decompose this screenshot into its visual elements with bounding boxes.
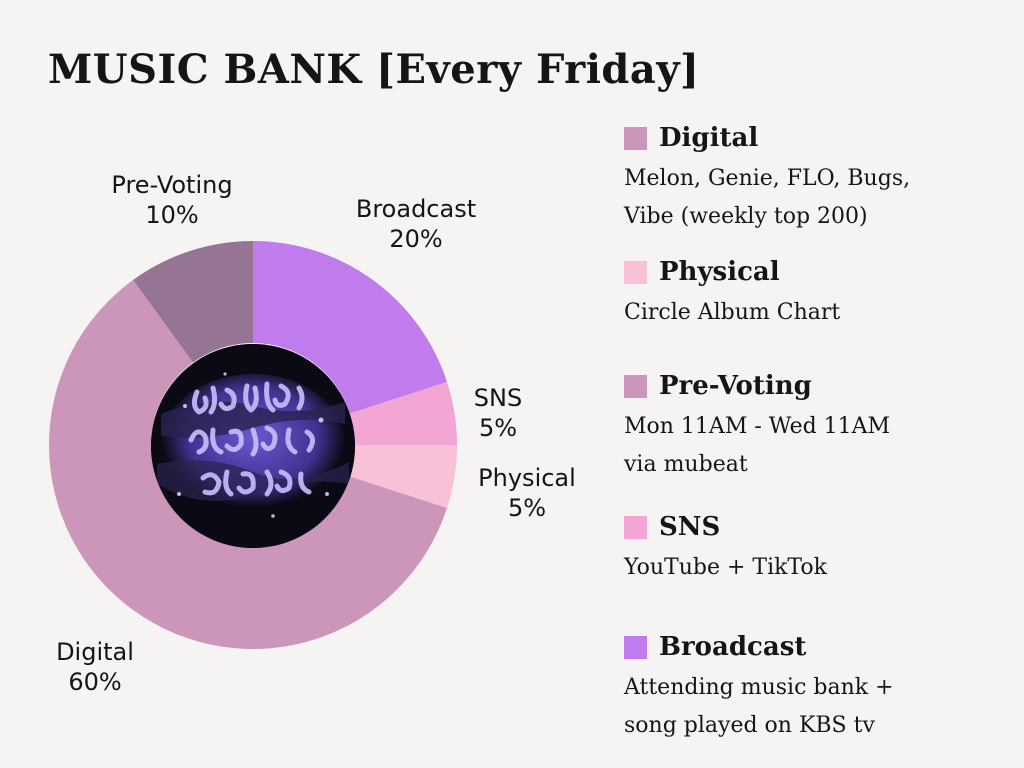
slice-label-value: 60% (68, 668, 121, 696)
legend-description-line: song played on KBS tv (624, 713, 875, 738)
slice-label-name: Broadcast (356, 195, 476, 223)
legend-header: Digital (624, 118, 910, 158)
legend-description-line: via mubeat (624, 452, 748, 477)
slice-label-value: 10% (145, 201, 198, 229)
page-title: MUSIC BANK [Every Friday] (48, 46, 700, 93)
donut-chart: Broadcast20%SNS5%Physical5%Digital60%Pre… (49, 171, 576, 696)
legend-header: Pre-Voting (624, 366, 890, 406)
slice-label-name: Digital (56, 638, 134, 666)
slice-label-value: 5% (479, 414, 517, 442)
album-cover-image (151, 344, 355, 548)
legend-description-line: YouTube + TikTok (624, 555, 827, 580)
legend-header: SNS (624, 507, 827, 547)
legend-name: Pre-Voting (659, 371, 812, 401)
legend-description: Melon, Genie, FLO, Bugs, Vibe (weekly top… (624, 160, 910, 236)
legend-description: Attending music bank + song played on KBS… (624, 669, 894, 745)
legend-name: Digital (659, 123, 759, 153)
slice-label-name: Physical (478, 464, 576, 492)
slice-pre-voting (133, 241, 253, 363)
legend-swatch (624, 374, 647, 398)
legend-description: Mon 11AM - Wed 11AM via mubeat (624, 408, 890, 484)
legend-name: Broadcast (659, 632, 807, 662)
legend-swatch (624, 635, 647, 659)
slice-sns (350, 381, 457, 445)
album-cover-artwork-icon (151, 344, 355, 548)
slice-broadcast (253, 241, 448, 414)
legend-item-broadcast: Broadcast Attending music bank + song play… (624, 627, 894, 745)
legend-description-line: Mon 11AM - Wed 11AM (624, 414, 891, 439)
legend-name: Physical (659, 257, 780, 287)
legend-name: SNS (659, 512, 721, 542)
legend-header: Broadcast (624, 627, 894, 667)
slice-physical (350, 445, 457, 509)
slice-label-value: 20% (389, 225, 442, 253)
legend-description: YouTube + TikTok (624, 549, 827, 587)
legend-swatch (624, 126, 647, 150)
legend-header: Physical (624, 252, 840, 292)
legend-item-pre-voting: Pre-Voting Mon 11AM - Wed 11AM via mubeat (624, 366, 890, 484)
legend-item-digital: Digital Melon, Genie, FLO, Bugs, Vibe (wee… (624, 118, 910, 236)
legend-description-line: Melon, Genie, FLO, Bugs, (624, 166, 911, 191)
legend-description-line: Circle Album Chart (624, 300, 841, 325)
slice-digital (49, 279, 448, 649)
legend-swatch (624, 260, 647, 284)
slice-label-value: 5% (508, 494, 546, 522)
legend-item-physical: Physical Circle Album Chart (624, 252, 840, 332)
legend-description: Circle Album Chart (624, 294, 840, 332)
slice-label-name: Pre-Voting (111, 171, 232, 199)
legend-description-line: Vibe (weekly top 200) (624, 204, 868, 229)
legend-swatch (624, 515, 647, 539)
legend-description-line: Attending music bank + (624, 675, 894, 700)
legend-item-sns: SNS YouTube + TikTok (624, 507, 827, 587)
slice-label-name: SNS (474, 384, 522, 412)
